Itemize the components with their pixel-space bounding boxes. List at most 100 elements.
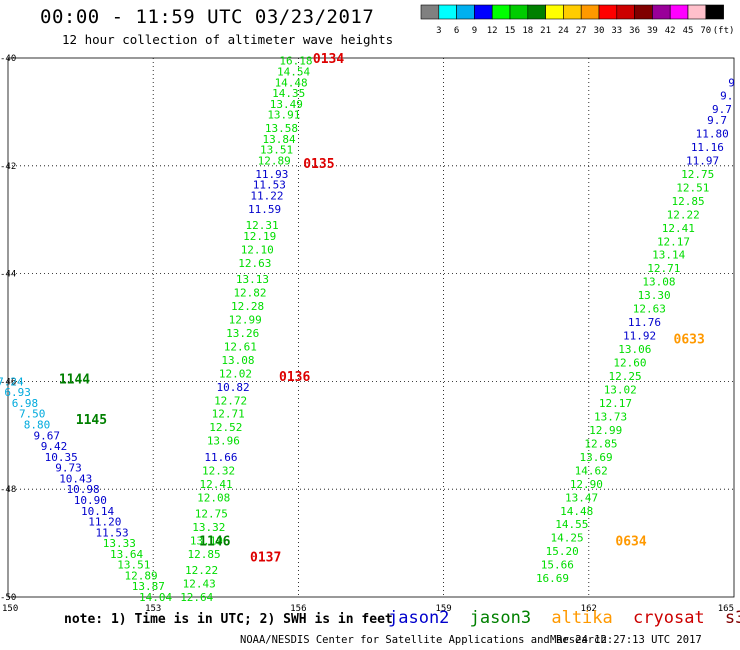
- data-point-altika-12: 12.17: [657, 235, 690, 248]
- data-point-cryosat-35: 12.75: [195, 507, 228, 520]
- data-point-altika-30: 12.90: [570, 478, 603, 491]
- track-time-0136: 0136: [279, 370, 310, 385]
- data-point-cryosat-34: 12.08: [197, 491, 230, 504]
- data-point-altika-25: 13.73: [594, 410, 627, 423]
- data-point-altika-22: 12.25: [609, 370, 642, 383]
- data-point-altika-23: 13.02: [604, 383, 637, 396]
- data-point-cryosat-12: 11.22: [250, 189, 283, 202]
- data-point-altika-11: 12.41: [662, 222, 695, 235]
- track-time-0137: 0137: [250, 551, 281, 566]
- data-point-jason3-16: 13.64: [110, 548, 143, 561]
- data-point-jason3-20: 14.04: [139, 591, 172, 604]
- plot-frame: [7, 57, 735, 598]
- data-point-cryosat-8: 13.51: [260, 144, 293, 157]
- data-point-altika-3: 9.7: [707, 114, 727, 127]
- x-tick-156: 156: [290, 604, 306, 612]
- color-scale-label-2: 9: [472, 26, 477, 36]
- data-point-altika-32: 14.48: [560, 505, 593, 518]
- data-point-cryosat-30: 13.96: [207, 435, 240, 448]
- data-point-cryosat-39: 12.22: [185, 564, 218, 577]
- data-point-cryosat-5: 13.91: [267, 109, 300, 122]
- data-point-cryosat-29: 12.52: [209, 421, 242, 434]
- color-scale-label-6: 21: [540, 26, 551, 36]
- data-point-altika-35: 15.20: [546, 545, 579, 558]
- data-point-jason3-10: 10.98: [66, 483, 99, 496]
- data-point-altika-0: 9: [728, 76, 735, 89]
- track-time-1146: 1146: [199, 534, 230, 549]
- y-tick--50: -50: [0, 593, 16, 603]
- data-point-jason3-13: 11.20: [88, 516, 121, 529]
- data-point-cryosat-3: 14.35: [272, 87, 305, 100]
- data-point-cryosat-13: 11.59: [248, 203, 281, 216]
- data-point-altika-26: 12.99: [589, 424, 622, 437]
- color-scale-label-9: 30: [594, 26, 605, 36]
- track-time-0134: 0134: [313, 52, 344, 67]
- data-point-cryosat-26: 10.82: [216, 381, 249, 394]
- color-scale-label-16: (ft): [713, 26, 735, 36]
- credit-line: NOAA/NESDIS Center for Satellite Applica…: [240, 634, 607, 646]
- footnote: note: 1) Time is in UTC; 2) SWH is in fe…: [64, 612, 393, 627]
- data-point-altika-5: 11.16: [691, 141, 724, 154]
- x-tick-165: 165: [718, 604, 734, 612]
- generated-timestamp: Mar 24 12:27:13 UTC 2017: [550, 634, 702, 646]
- x-tick-153: 153: [145, 604, 161, 612]
- data-point-altika-9: 12.85: [671, 195, 704, 208]
- data-point-altika-28: 13.69: [579, 451, 612, 464]
- color-scale-label-10: 33: [611, 26, 622, 36]
- data-point-cryosat-22: 13.26: [226, 327, 259, 340]
- data-point-altika-27: 12.85: [584, 437, 617, 450]
- data-point-cryosat-28: 12.71: [212, 408, 245, 421]
- data-point-cryosat-21: 12.99: [229, 313, 262, 326]
- data-point-cryosat-32: 12.32: [202, 464, 235, 477]
- color-scale-label-14: 45: [683, 26, 694, 36]
- data-point-altika-37: 16.69: [536, 572, 569, 585]
- color-scale-label-8: 27: [576, 26, 587, 36]
- series-altika: 99.9.79.711.8011.1611.9712.7512.5112.851…: [536, 76, 735, 585]
- color-scale-label-12: 39: [647, 26, 658, 36]
- data-point-jason3-12: 10.14: [81, 505, 114, 518]
- color-scale-label-13: 42: [665, 26, 676, 36]
- color-scale-label-3: 12: [487, 26, 498, 36]
- data-point-altika-4: 11.80: [696, 127, 729, 140]
- data-point-cryosat-15: 12.19: [243, 230, 276, 243]
- data-point-jason3-18: 12.89: [125, 569, 158, 582]
- data-point-altika-14: 12.71: [647, 262, 680, 275]
- color-swatch-16: [705, 4, 724, 20]
- data-point-jason3-7: 10.35: [45, 451, 78, 464]
- track-time-1144: 1144: [59, 373, 90, 388]
- data-point-altika-15: 13.08: [642, 276, 675, 289]
- data-point-cryosat-18: 13.13: [236, 273, 269, 286]
- data-point-jason3-11: 10.90: [74, 494, 107, 507]
- data-point-cryosat-10: 11.93: [255, 168, 288, 181]
- legend-jason3: jason3: [469, 608, 532, 628]
- data-point-altika-29: 14.62: [575, 464, 608, 477]
- data-point-altika-19: 11.92: [623, 330, 656, 343]
- data-point-jason3-1: 6.93: [4, 386, 31, 399]
- legend-jason2: jason2: [388, 608, 450, 628]
- data-point-jason3-8: 9.73: [55, 462, 82, 475]
- data-point-altika-16: 13.30: [638, 289, 671, 302]
- color-scale-legend: 3 6 9 12 15 18 21 24 27 30 33 36 39 42 45 70 (ft): [420, 4, 735, 36]
- data-point-cryosat-37: 13.19: [190, 534, 223, 547]
- data-point-altika-2: 9.7: [712, 103, 732, 116]
- data-point-cryosat-4: 13.49: [270, 98, 303, 111]
- legend-s3a: s3a: [724, 608, 740, 628]
- data-point-cryosat-11: 11.53: [253, 179, 286, 192]
- data-point-altika-18: 11.76: [628, 316, 661, 329]
- data-point-jason3-3: 7.50: [19, 408, 46, 421]
- data-point-cryosat-1: 14.54: [277, 65, 310, 78]
- data-point-cryosat-20: 12.28: [231, 300, 264, 313]
- data-point-cryosat-40: 12.43: [183, 578, 216, 591]
- color-scale-label-4: 15: [505, 26, 516, 36]
- data-point-cryosat-23: 12.61: [224, 340, 257, 353]
- data-point-altika-10: 12.22: [667, 208, 700, 221]
- y-tick--44: -44: [0, 270, 16, 280]
- data-point-altika-1: 9.: [720, 90, 733, 103]
- satellite-legend: jason2 jason3 altika cryosat s3a: [388, 608, 740, 628]
- data-point-altika-13: 13.14: [652, 249, 685, 262]
- color-scale-label-5: 18: [522, 26, 533, 36]
- data-point-altika-24: 12.17: [599, 397, 632, 410]
- data-point-altika-33: 14.55: [555, 518, 588, 531]
- color-scale-label-7: 24: [558, 26, 569, 36]
- y-tick--48: -48: [0, 485, 16, 495]
